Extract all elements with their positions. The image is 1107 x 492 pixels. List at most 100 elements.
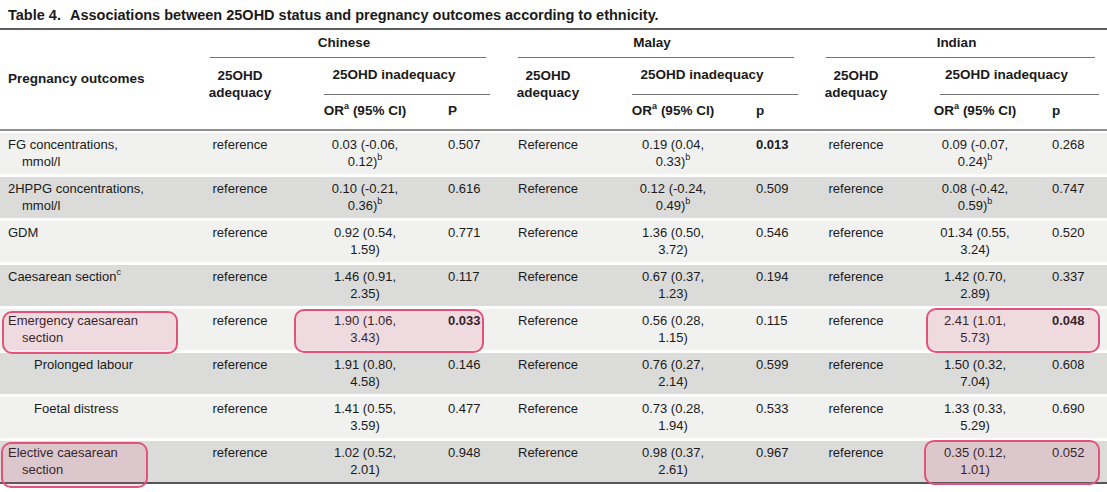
column-header-chinese-inadequacy: 25OHD inadequacy — [290, 58, 498, 95]
table-row-foetal-distress: Foetal distress reference 1.41 (0.55,3.5… — [0, 397, 1107, 438]
table-row-fg: FG concentrations,mmol/l reference 0.03 … — [0, 133, 1107, 174]
chinese-or-cell: 1.46 (0.91,2.35) — [290, 265, 440, 306]
indian-or-cell: 0.08 (-0.42,0.59)b — [906, 177, 1044, 218]
outcome-cell: GDM — [0, 221, 190, 262]
chinese-adequacy-cell: reference — [190, 221, 290, 262]
table-title: Table 4. Associations between 25OHD statu… — [0, 0, 1107, 28]
indian-adequacy-cell: reference — [806, 441, 906, 482]
chinese-or-cell: 0.92 (0.54,1.59) — [290, 221, 440, 262]
chinese-p-cell: 0.616 — [440, 177, 498, 218]
group-header-indian: Indian — [806, 30, 1107, 58]
indian-p-cell: 0.608 — [1044, 353, 1107, 394]
chinese-or-cell: 1.91 (0.80,4.58) — [290, 353, 440, 394]
group-header-chinese: Chinese — [190, 30, 498, 58]
indian-or-cell: 01.34 (0.55,3.24) — [906, 221, 1044, 262]
column-header-chinese-or: ORa (95% CI) — [290, 95, 440, 129]
indian-p-cell: 0.520 — [1044, 221, 1107, 262]
table-body: FG concentrations,mmol/l reference 0.03 … — [0, 131, 1107, 482]
malay-or-cell: 0.19 (0.04,0.33)b — [598, 133, 748, 174]
outcome-cell: Foetal distress — [0, 397, 190, 438]
chinese-or-cell: 1.41 (0.55,3.59) — [290, 397, 440, 438]
chinese-or-cell: 1.02 (0.52,2.01) — [290, 441, 440, 482]
malay-or-cell: 0.76 (0.27,2.14) — [598, 353, 748, 394]
highlight-box-elective-indian-or — [924, 440, 1100, 485]
malay-adequacy-cell: Reference — [498, 441, 598, 482]
highlight-box-emergency-indian-or — [926, 308, 1100, 353]
indian-adequacy-cell: reference — [806, 353, 906, 394]
malay-adequacy-cell: Reference — [498, 221, 598, 262]
chinese-or-cell: 0.03 (-0.06,0.12)b — [290, 133, 440, 174]
column-header-chinese-adequacy: 25OHD adequacy — [190, 58, 290, 129]
chinese-adequacy-cell: reference — [190, 177, 290, 218]
highlight-box-emergency-chinese-or — [294, 309, 484, 353]
group-header-malay: Malay — [498, 30, 806, 58]
chinese-adequacy-cell: reference — [190, 309, 290, 350]
table-row-prolonged-labour: Prolonged labour reference 1.91 (0.80,4.… — [0, 353, 1107, 394]
outcome-cell: Prolonged labour — [0, 353, 190, 394]
column-header-indian-p: p — [1044, 95, 1107, 129]
column-header-malay-p: p — [748, 95, 806, 129]
malay-p-cell: 0.546 — [748, 221, 806, 262]
malay-p-cell: 0.599 — [748, 353, 806, 394]
chinese-adequacy-cell: reference — [190, 441, 290, 482]
chinese-p-cell: 0.771 — [440, 221, 498, 262]
chinese-p-cell: 0.117 — [440, 265, 498, 306]
malay-adequacy-cell: Reference — [498, 265, 598, 306]
column-header-indian-or: ORa (95% CI) — [906, 95, 1044, 129]
chinese-p-cell: 0.146 — [440, 353, 498, 394]
malay-or-cell: 1.36 (0.50,3.72) — [598, 221, 748, 262]
malay-p-cell: 0.194 — [748, 265, 806, 306]
indian-adequacy-cell: reference — [806, 397, 906, 438]
indian-adequacy-cell: reference — [806, 221, 906, 262]
outcome-cell: FG concentrations,mmol/l — [0, 133, 190, 174]
table-row-caesarean: Caesarean sectionc reference 1.46 (0.91,… — [0, 265, 1107, 306]
column-header-indian-inadequacy: 25OHD inadequacy — [906, 58, 1107, 95]
indian-or-cell: 1.50 (0.32,7.04) — [906, 353, 1044, 394]
chinese-p-cell: 0.507 — [440, 133, 498, 174]
indian-or-cell: 1.33 (0.33,5.29) — [906, 397, 1044, 438]
chinese-p-cell: 0.948 — [440, 441, 498, 482]
indian-p-cell: 0.268 — [1044, 133, 1107, 174]
outcome-cell: 2HPPG concentrations,mmol/l — [0, 177, 190, 218]
table-number: Table 4. — [8, 7, 61, 23]
chinese-adequacy-cell: reference — [190, 353, 290, 394]
table-row-2hppg: 2HPPG concentrations,mmol/l reference 0.… — [0, 177, 1107, 218]
column-header-malay-adequacy: 25OHD adequacy — [498, 58, 598, 129]
malay-p-cell: 0.115 — [748, 309, 806, 350]
malay-or-cell: 0.73 (0.28,1.94) — [598, 397, 748, 438]
table-row-gdm: GDM reference 0.92 (0.54,1.59) 0.771 Ref… — [0, 221, 1107, 262]
malay-adequacy-cell: Reference — [498, 353, 598, 394]
paper-table-figure: Table 4. Associations between 25OHD statu… — [0, 0, 1107, 492]
highlight-box-emergency-label — [2, 311, 178, 354]
chinese-adequacy-cell: reference — [190, 265, 290, 306]
column-header-chinese-p: P — [440, 95, 498, 129]
indian-p-cell: 0.690 — [1044, 397, 1107, 438]
indian-p-cell: 0.747 — [1044, 177, 1107, 218]
malay-adequacy-cell: Reference — [498, 133, 598, 174]
indian-adequacy-cell: reference — [806, 309, 906, 350]
chinese-p-cell: 0.477 — [440, 397, 498, 438]
indian-p-cell: 0.337 — [1044, 265, 1107, 306]
malay-adequacy-cell: Reference — [498, 309, 598, 350]
malay-adequacy-cell: Reference — [498, 177, 598, 218]
malay-p-cell: 0.509 — [748, 177, 806, 218]
chinese-adequacy-cell: reference — [190, 133, 290, 174]
indian-adequacy-cell: reference — [806, 177, 906, 218]
malay-or-cell: 0.56 (0.28,1.15) — [598, 309, 748, 350]
column-header-malay-or: ORa (95% CI) — [598, 95, 748, 129]
column-header-malay-inadequacy: 25OHD inadequacy — [598, 58, 806, 95]
malay-or-cell: 0.12 (-0.24,0.49)b — [598, 177, 748, 218]
chinese-adequacy-cell: reference — [190, 397, 290, 438]
outcome-cell: Caesarean sectionc — [0, 265, 190, 306]
indian-adequacy-cell: reference — [806, 265, 906, 306]
malay-or-cell: 0.98 (0.37,2.61) — [598, 441, 748, 482]
malay-or-cell: 0.67 (0.37,1.23) — [598, 265, 748, 306]
indian-adequacy-cell: reference — [806, 133, 906, 174]
column-header-indian-adequacy: 25OHD adequacy — [806, 58, 906, 129]
indian-or-cell: 1.42 (0.70,2.89) — [906, 265, 1044, 306]
column-header-pregnancy-outcomes: Pregnancy outcomes — [0, 58, 190, 129]
chinese-or-cell: 0.10 (-0.21,0.36)b — [290, 177, 440, 218]
table-caption: Associations between 25OHD status and pr… — [70, 7, 659, 23]
malay-p-cell: 0.013 — [748, 133, 806, 174]
indian-or-cell: 0.09 (-0.07,0.24)b — [906, 133, 1044, 174]
